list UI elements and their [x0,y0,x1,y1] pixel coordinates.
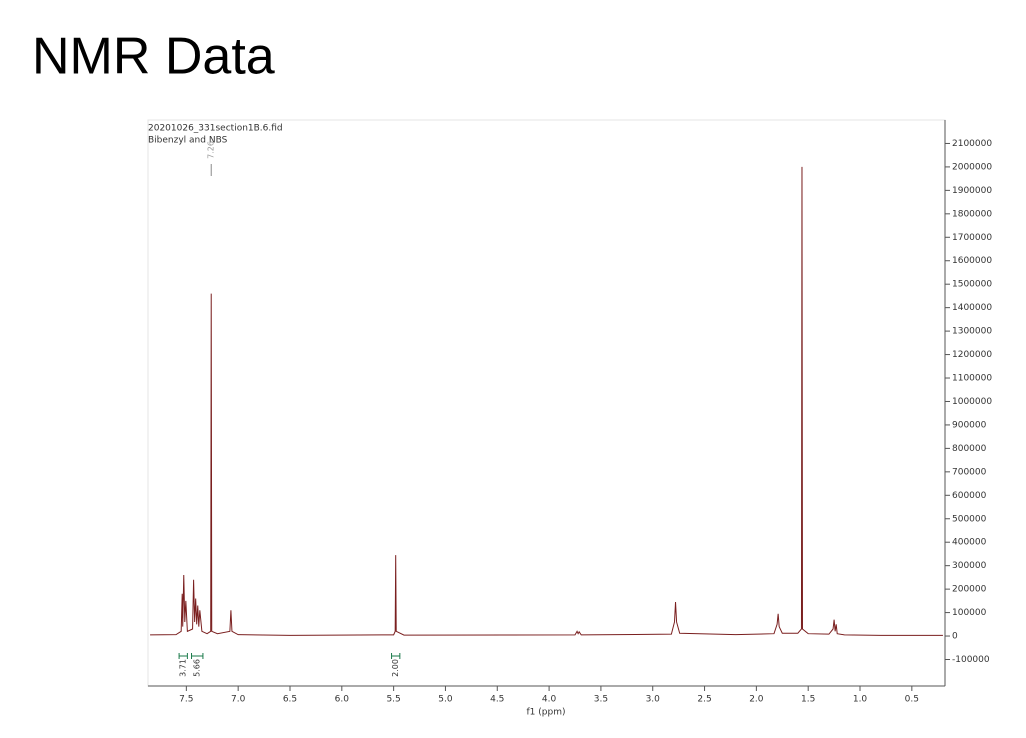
integral-bracket [391,653,401,659]
x-tick-label: 1.0 [853,695,868,705]
x-tick-label: 7.0 [231,695,246,705]
x-tick-label: 6.5 [283,695,297,705]
peak-label: 7.26 [207,141,216,159]
y-tick-label: 800000 [952,444,987,454]
x-tick-label: 5.5 [386,695,400,705]
y-tick-label: 1200000 [952,350,992,360]
integral-label: 5.66 [193,659,202,677]
y-tick-label: 300000 [952,561,987,571]
y-tick-label: 1000000 [952,397,992,407]
y-tick-label: 200000 [952,585,987,595]
slide-title: NMR Data [32,28,275,86]
y-tick-label: 400000 [952,538,987,548]
x-tick-label: 7.5 [179,695,193,705]
x-tick-label: 5.0 [438,695,453,705]
plot-frame [147,119,946,687]
y-tick-label: 1100000 [952,374,992,384]
y-tick-label: 1700000 [952,233,992,243]
y-tick-label: 500000 [952,514,987,524]
x-tick-label: 4.5 [490,695,504,705]
y-tick-label: 1300000 [952,327,992,337]
x-tick-label: 3.5 [594,695,608,705]
y-tick-label: 0 [952,632,958,642]
x-tick-label: 4.0 [542,695,557,705]
integral-label: 2.00 [391,659,400,677]
integral-bracket [178,653,188,659]
x-tick-label: 0.5 [905,695,919,705]
integral-label: 3.71 [179,659,188,677]
y-tick-label: 1400000 [952,303,992,313]
subtitle: 20201026_331section1B.6.fid [148,124,283,134]
spectrum [150,166,943,636]
y-tick-label: 900000 [952,420,987,430]
y-tick-label: -100000 [952,655,990,665]
x-tick-label: 3.0 [646,695,661,705]
y-tick-label: 2100000 [952,139,992,149]
x-tick-label: 2.0 [749,695,764,705]
y-tick-label: 1800000 [952,209,992,219]
x-tick-label: 6.0 [335,695,350,705]
x-tick-label: 2.5 [697,695,711,705]
y-tick-label: 600000 [952,491,987,501]
y-tick-label: 100000 [952,608,987,618]
y-tick-label: 1500000 [952,280,992,290]
y-tick-label: 2000000 [952,162,992,172]
subtitle: Bibenzyl and NBS [148,136,228,146]
x-axis-label: f1 (ppm) [527,708,566,718]
integral-bracket [191,653,204,659]
y-tick-label: 1900000 [952,186,992,196]
y-tick-label: 1600000 [952,256,992,266]
x-tick-label: 1.5 [801,695,815,705]
y-tick-label: 700000 [952,467,987,477]
